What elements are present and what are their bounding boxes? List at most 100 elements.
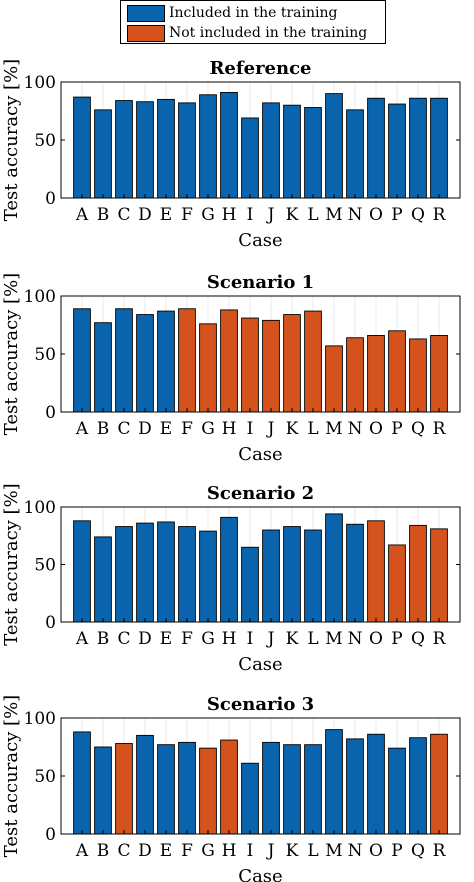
bar-R — [430, 528, 448, 623]
chart-title: Reference — [209, 58, 311, 79]
y-axis-label: Test accuracy [%] — [1, 273, 22, 435]
bar-Q — [409, 97, 427, 199]
bar-E — [157, 98, 175, 199]
x-tick-label-K: K — [286, 205, 299, 225]
bar-K — [283, 104, 301, 199]
bar-M — [325, 513, 343, 623]
bar-K — [283, 314, 301, 413]
bar-L — [304, 310, 322, 413]
y-tick-label: 100 — [24, 709, 56, 729]
bar-H — [220, 309, 238, 413]
x-tick-label-E: E — [160, 841, 172, 861]
bar-I — [241, 317, 259, 413]
bar-D — [136, 101, 154, 199]
x-axis-label: Case — [238, 654, 282, 675]
bar-C — [115, 743, 133, 835]
x-tick-label-K: K — [286, 629, 299, 649]
x-tick-label-N: N — [348, 629, 363, 649]
legend-label-included: Included in the training — [169, 5, 338, 21]
x-tick-label-G: G — [201, 841, 215, 861]
bar-F — [178, 741, 196, 835]
x-tick-label-C: C — [117, 629, 130, 649]
x-tick-label-I: I — [247, 205, 254, 225]
x-axis-label: Case — [238, 866, 282, 882]
bar-B — [94, 536, 112, 623]
bar-H — [220, 516, 238, 623]
bar-Q — [409, 524, 427, 623]
bar-Q — [409, 338, 427, 413]
x-tick-label-R: R — [433, 419, 447, 439]
y-tick-label: 0 — [45, 403, 56, 423]
bar-C — [115, 308, 133, 413]
x-tick-label-G: G — [201, 205, 215, 225]
x-tick-label-J: J — [266, 205, 275, 225]
chart-title: Scenario 3 — [207, 694, 314, 715]
x-tick-label-M: M — [325, 419, 342, 439]
bar-G — [199, 94, 217, 199]
y-tick-label: 100 — [24, 287, 56, 307]
bar-L — [304, 744, 322, 835]
bar-A — [73, 96, 91, 199]
bar-Q — [409, 737, 427, 835]
bar-B — [94, 322, 112, 413]
chart-panel-1: 0 50 100 A B C D E F G H I J K L M N O P Q R Reference Case Tes… — [1, 58, 461, 251]
x-tick-label-H: H — [222, 629, 237, 649]
x-tick-label-I: I — [247, 419, 254, 439]
x-tick-label-Q: Q — [411, 419, 425, 439]
bar-M — [325, 729, 343, 835]
bar-G — [199, 530, 217, 623]
bar-N — [346, 337, 364, 413]
bar-H — [220, 739, 238, 835]
x-tick-label-C: C — [117, 841, 130, 861]
x-tick-label-O: O — [369, 841, 383, 861]
bar-B — [94, 109, 112, 199]
bar-G — [199, 323, 217, 413]
bar-K — [283, 744, 301, 835]
x-tick-label-E: E — [160, 205, 172, 225]
x-tick-label-O: O — [369, 419, 383, 439]
legend-item-included: Included in the training — [127, 4, 337, 22]
y-tick-label: 0 — [45, 613, 56, 633]
x-tick-label-P: P — [391, 205, 402, 225]
x-tick-label-P: P — [391, 841, 402, 861]
bar-O — [367, 97, 385, 199]
bar-E — [157, 521, 175, 623]
x-tick-label-A: A — [75, 205, 89, 225]
bar-J — [262, 319, 280, 413]
x-tick-label-B: B — [97, 841, 110, 861]
chart-panel-3: 0 50 100 A B C D E F G H I J K L M N O P Q R Scenario 2 Case Te… — [1, 483, 461, 675]
bar-N — [346, 523, 364, 623]
bar-J — [262, 741, 280, 835]
y-tick-label: 50 — [34, 556, 56, 576]
bar-D — [136, 734, 154, 835]
x-tick-label-L: L — [307, 629, 318, 649]
x-tick-label-J: J — [266, 419, 275, 439]
x-tick-label-I: I — [247, 629, 254, 649]
x-tick-label-E: E — [160, 419, 172, 439]
bar-O — [367, 520, 385, 623]
bar-I — [241, 117, 259, 199]
bar-O — [367, 334, 385, 413]
bar-F — [178, 526, 196, 623]
bar-G — [199, 747, 217, 835]
bar-M — [325, 93, 343, 199]
chart-title: Scenario 2 — [207, 483, 314, 504]
x-tick-label-H: H — [222, 205, 237, 225]
bar-C — [115, 100, 133, 199]
bar-P — [388, 103, 406, 199]
bar-R — [430, 334, 448, 413]
x-axis-label: Case — [238, 444, 282, 465]
bar-B — [94, 746, 112, 835]
chart-panel-4: 0 50 100 A B C D E F G H I J K L M N O P Q R Scenario 3 Case Te… — [1, 694, 461, 882]
x-tick-label-A: A — [75, 629, 89, 649]
x-tick-label-Q: Q — [411, 841, 425, 861]
bar-R — [430, 97, 448, 199]
x-tick-label-H: H — [222, 841, 237, 861]
bar-D — [136, 314, 154, 413]
legend-swatch-included — [127, 4, 165, 22]
bar-H — [220, 91, 238, 199]
bar-A — [73, 731, 91, 835]
x-tick-label-L: L — [307, 841, 318, 861]
bar-M — [325, 345, 343, 413]
